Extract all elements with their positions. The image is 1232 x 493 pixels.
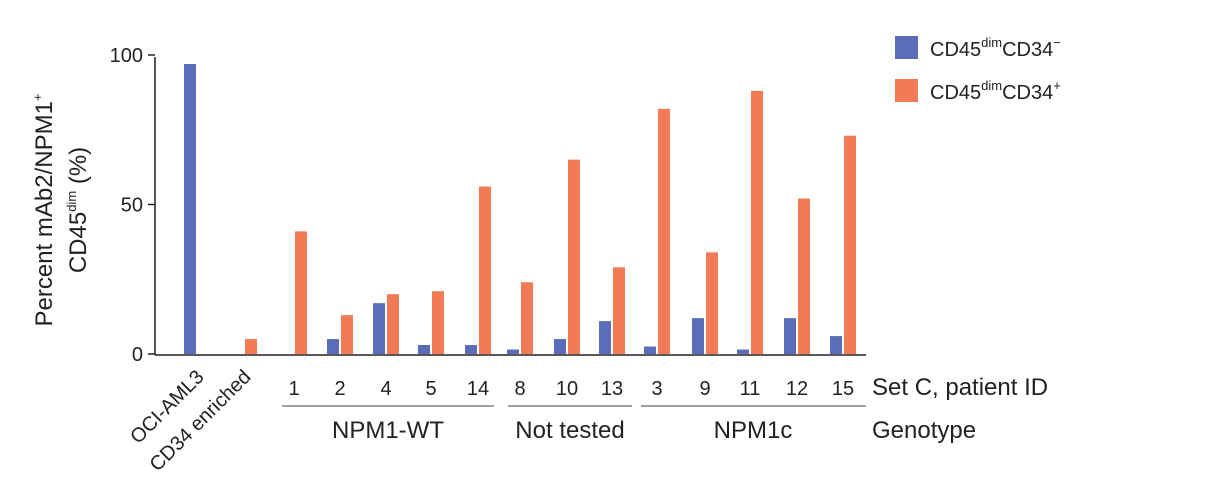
y-tick-label: 0 xyxy=(132,344,143,366)
bar-cd34-negative-3 xyxy=(644,346,656,354)
bar-cd34-negative-2 xyxy=(327,339,339,354)
bar-cd34-negative-oci-aml3 xyxy=(184,63,196,354)
category-label: 12 xyxy=(786,378,808,400)
legend-swatch-cd34-negative xyxy=(895,36,918,59)
y-ticks: 0 50 100 xyxy=(110,45,155,366)
legend: CD45dimCD34− CD45dimCD34+ xyxy=(895,35,1061,104)
y-tick-label: 100 xyxy=(110,45,143,67)
bar-cd34-negative-12 xyxy=(784,318,796,354)
bar-cd34-positive-3 xyxy=(658,108,670,354)
category-label: 11 xyxy=(740,378,761,400)
category-label: 10 xyxy=(556,378,578,400)
group-label-npm1-wt: NPM1-WT xyxy=(332,417,444,444)
bar-cd34-positive-10 xyxy=(568,159,580,354)
group-label-not-tested: Not tested xyxy=(515,417,624,444)
category-label: 5 xyxy=(425,378,436,400)
bar-cd34-negative-9 xyxy=(692,318,704,354)
genotype-groups: NPM1-WT Not tested NPM1c xyxy=(282,405,866,444)
bar-cd34-positive-8 xyxy=(521,282,533,354)
bar-cd34-positive-4 xyxy=(387,294,399,354)
category-label: 8 xyxy=(514,378,525,400)
bar-cd34-positive-cd34-enriched xyxy=(245,339,257,354)
genotype-label: Genotype xyxy=(872,417,976,444)
bar-cd34-negative-5 xyxy=(418,345,430,354)
bar-cd34-positive-12 xyxy=(798,198,810,354)
bar-cd34-positive-15 xyxy=(844,135,856,354)
category-label: 9 xyxy=(699,378,710,400)
y-tick-label: 50 xyxy=(121,195,143,217)
category-label: 15 xyxy=(832,378,854,400)
category-label: 1 xyxy=(288,378,299,400)
legend-label-cd34-positive: CD45dimCD34+ xyxy=(930,78,1061,104)
y-axis-title-line1: Percent mAb2/NPM1+ xyxy=(30,93,58,326)
bar-cd34-negative-4 xyxy=(373,303,385,354)
y-axis-title-line2: CD45dim (%) xyxy=(64,147,92,273)
category-label: 2 xyxy=(334,378,345,400)
category-label: 13 xyxy=(601,378,623,400)
y-axis-title: Percent mAb2/NPM1+ CD45dim (%) xyxy=(30,93,92,326)
bar-cd34-positive-13 xyxy=(613,267,625,354)
bar-cd34-positive-14 xyxy=(479,186,491,354)
group-label-npm1c: NPM1c xyxy=(714,417,793,444)
bar-cd34-negative-11 xyxy=(737,349,749,354)
bar-cd34-positive-9 xyxy=(706,252,718,354)
bar-cd34-negative-15 xyxy=(830,336,842,354)
x-axis-title: Set C, patient ID xyxy=(872,374,1048,401)
category-label: 4 xyxy=(380,378,391,400)
bar-cd34-negative-14 xyxy=(465,345,477,354)
legend-swatch-cd34-positive xyxy=(895,79,918,102)
bar-cd34-positive-2 xyxy=(341,315,353,354)
bar-cd34-negative-8 xyxy=(507,349,519,354)
bar-cd34-negative-10 xyxy=(554,339,566,354)
bars xyxy=(184,63,856,354)
bar-cd34-positive-5 xyxy=(432,291,444,354)
category-label: 14 xyxy=(467,378,489,400)
bar-cd34-positive-11 xyxy=(751,90,763,354)
category-label: 3 xyxy=(651,378,662,400)
legend-label-cd34-negative: CD45dimCD34− xyxy=(930,35,1061,61)
bar-cd34-negative-13 xyxy=(599,321,611,354)
bar-cd34-positive-1 xyxy=(295,231,307,354)
